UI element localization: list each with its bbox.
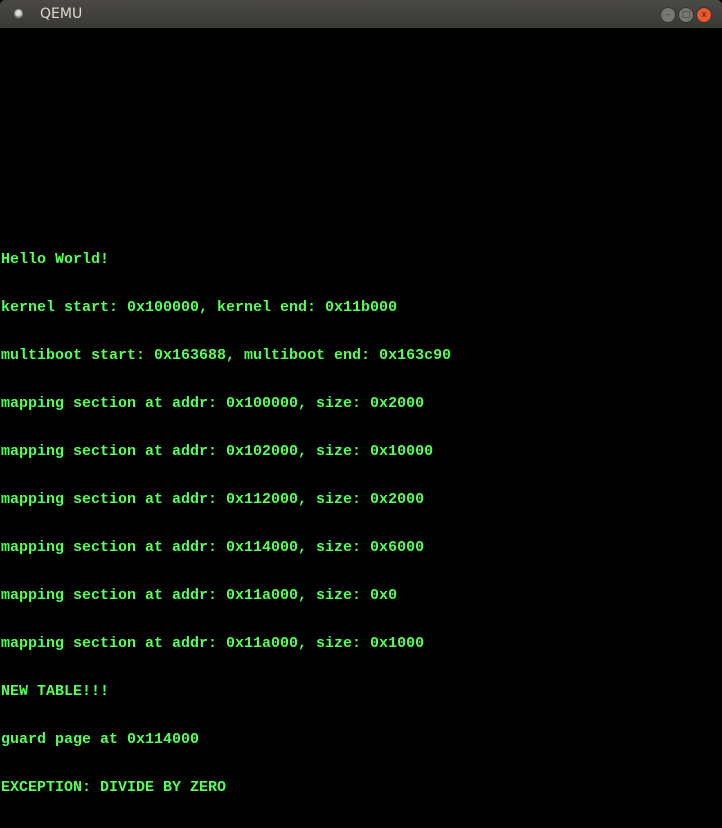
console-line: mapping section at addr: 0x11a000, size:… xyxy=(1,635,425,652)
console-line: EXCEPTION: DIVIDE BY ZERO xyxy=(1,779,227,796)
console-line: Hello World! xyxy=(1,251,110,268)
minimize-button[interactable]: – xyxy=(660,7,676,23)
title-bar[interactable]: QEMU – □ x xyxy=(0,0,722,28)
close-button[interactable]: x xyxy=(696,7,712,23)
console-line: mapping section at addr: 0x100000, size:… xyxy=(1,395,425,412)
console-line: kernel start: 0x100000, kernel end: 0x11… xyxy=(1,299,398,316)
qemu-app-icon xyxy=(14,9,23,19)
vm-display[interactable]: Hello World! kernel start: 0x100000, ker… xyxy=(1,28,721,796)
maximize-button[interactable]: □ xyxy=(678,7,694,23)
console-line: guard page at 0x114000 xyxy=(1,731,200,748)
console-output: Hello World! kernel start: 0x100000, ker… xyxy=(1,220,451,828)
console-line: multiboot start: 0x163688, multiboot end… xyxy=(1,347,452,364)
console-line: NEW TABLE!!! xyxy=(1,683,110,700)
console-line: mapping section at addr: 0x102000, size:… xyxy=(1,443,434,460)
console-line: mapping section at addr: 0x112000, size:… xyxy=(1,491,425,508)
window-title: QEMU xyxy=(40,6,83,22)
console-line: mapping section at addr: 0x11a000, size:… xyxy=(1,587,398,604)
console-line: mapping section at addr: 0x114000, size:… xyxy=(1,539,425,556)
